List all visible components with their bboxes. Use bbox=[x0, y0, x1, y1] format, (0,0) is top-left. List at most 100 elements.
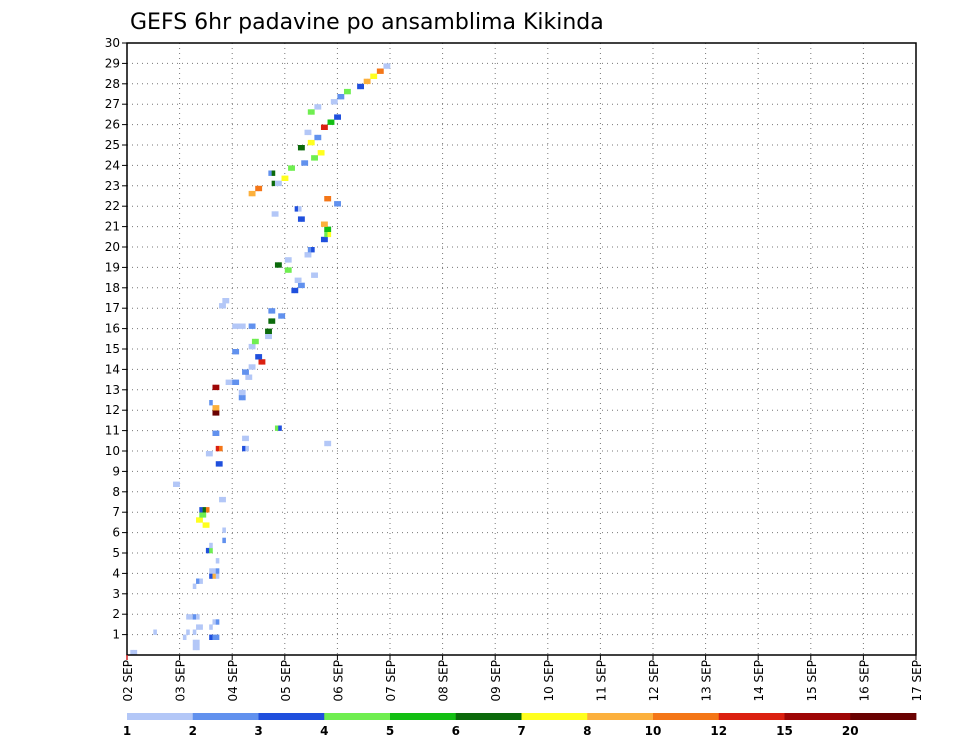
legend-label: 12 bbox=[710, 724, 727, 738]
precip-cell bbox=[343, 88, 348, 95]
precip-cell bbox=[278, 262, 282, 268]
precip-cell bbox=[271, 170, 276, 176]
precip-cell bbox=[215, 445, 220, 452]
precip-cell bbox=[202, 507, 207, 513]
precip-cell bbox=[212, 410, 217, 416]
precip-cell bbox=[245, 369, 249, 375]
precip-cell bbox=[265, 333, 269, 340]
precip-cell bbox=[255, 338, 259, 345]
precip-cell bbox=[199, 512, 203, 518]
x-tick-label: 09 SEP bbox=[489, 660, 503, 702]
precip-cell bbox=[212, 568, 217, 574]
precip-cell bbox=[222, 303, 226, 309]
precip-cell bbox=[205, 547, 210, 554]
precip-cell bbox=[360, 83, 364, 90]
precip-cell bbox=[274, 262, 279, 268]
precip-cell bbox=[340, 94, 345, 100]
precip-cell bbox=[238, 323, 243, 329]
precip-cell bbox=[196, 614, 200, 620]
precip-cell bbox=[248, 323, 253, 329]
x-tick-label: 11 SEP bbox=[594, 660, 608, 702]
precip-cell bbox=[196, 578, 200, 584]
precip-cell bbox=[330, 99, 335, 105]
precip-cell bbox=[291, 165, 295, 171]
legend-swatch bbox=[127, 713, 194, 720]
precip-cell bbox=[281, 175, 286, 181]
precip-cell bbox=[248, 364, 253, 370]
y-tick-label: 28 bbox=[105, 77, 120, 91]
legend-label: 2 bbox=[189, 724, 197, 738]
precip-cell bbox=[268, 318, 272, 324]
precip-cell bbox=[209, 568, 213, 574]
precip-cell bbox=[271, 180, 276, 187]
precip-cell bbox=[153, 629, 157, 635]
precip-cell bbox=[380, 68, 384, 74]
y-tick-label: 22 bbox=[105, 199, 120, 213]
precip-cell bbox=[268, 333, 272, 340]
precip-cell bbox=[251, 323, 256, 329]
precip-cell bbox=[258, 354, 263, 360]
precip-cell bbox=[238, 394, 243, 401]
legend-swatch bbox=[784, 713, 851, 720]
y-tick-label: 26 bbox=[105, 118, 120, 132]
x-tick-label: 13 SEP bbox=[700, 660, 714, 702]
precip-cell bbox=[235, 379, 240, 385]
precip-cell bbox=[307, 129, 312, 136]
y-tick-label: 25 bbox=[105, 138, 120, 152]
x-tick-label: 03 SEP bbox=[174, 660, 188, 702]
precip-cell bbox=[307, 109, 312, 115]
x-tick-label: 15 SEP bbox=[805, 660, 819, 702]
precip-cell bbox=[366, 78, 371, 85]
precip-cell bbox=[363, 78, 368, 85]
y-tick-label: 17 bbox=[105, 301, 120, 315]
legend-swatch bbox=[258, 713, 325, 720]
precip-cell bbox=[242, 323, 246, 329]
precip-cell bbox=[327, 440, 332, 447]
precip-cell bbox=[222, 527, 226, 533]
precip-cell bbox=[133, 649, 138, 656]
y-tick-label: 1 bbox=[112, 628, 120, 642]
precip-cell bbox=[327, 226, 332, 232]
precip-cell bbox=[219, 445, 223, 452]
precip-cell bbox=[235, 323, 240, 329]
precip-cell bbox=[314, 134, 318, 141]
precip-cell bbox=[268, 170, 272, 176]
precip-cell bbox=[215, 634, 220, 640]
precip-cell bbox=[232, 323, 236, 329]
y-tick-label: 21 bbox=[105, 220, 120, 234]
y-tick-label: 8 bbox=[112, 485, 120, 499]
legend-swatch bbox=[587, 713, 654, 720]
precip-cell bbox=[209, 624, 213, 630]
legend-swatch bbox=[390, 713, 457, 720]
precip-cell bbox=[192, 639, 197, 646]
precip-cell bbox=[189, 614, 194, 620]
x-tick-label: 12 SEP bbox=[647, 660, 661, 702]
precip-cell bbox=[212, 634, 217, 640]
precip-cell bbox=[238, 389, 243, 396]
y-tick-label: 7 bbox=[112, 505, 120, 519]
precip-cell bbox=[225, 379, 230, 385]
precip-cell bbox=[222, 537, 226, 544]
precip-cell bbox=[242, 389, 246, 396]
precip-cell bbox=[258, 359, 263, 365]
precip-cell bbox=[215, 384, 220, 391]
precip-cell bbox=[212, 384, 217, 391]
precip-cell bbox=[222, 496, 226, 503]
precip-cell bbox=[130, 649, 134, 656]
y-tick-label: 14 bbox=[105, 362, 120, 376]
x-tick-label: 10 SEP bbox=[542, 660, 556, 702]
precip-cell bbox=[209, 400, 213, 406]
precip-cell bbox=[212, 573, 217, 579]
precip-cell bbox=[209, 451, 213, 457]
precip-cell bbox=[196, 639, 200, 646]
precip-cell bbox=[199, 624, 203, 630]
precip-cell bbox=[202, 522, 207, 528]
precip-cell bbox=[215, 558, 220, 564]
precip-cell bbox=[251, 364, 256, 370]
precip-cell bbox=[199, 578, 203, 584]
precip-cell bbox=[255, 185, 259, 192]
x-tick-label: 02 SEP bbox=[121, 660, 135, 702]
precip-cell bbox=[301, 145, 305, 151]
y-tick-label: 6 bbox=[112, 526, 120, 540]
precip-cell bbox=[311, 109, 315, 115]
